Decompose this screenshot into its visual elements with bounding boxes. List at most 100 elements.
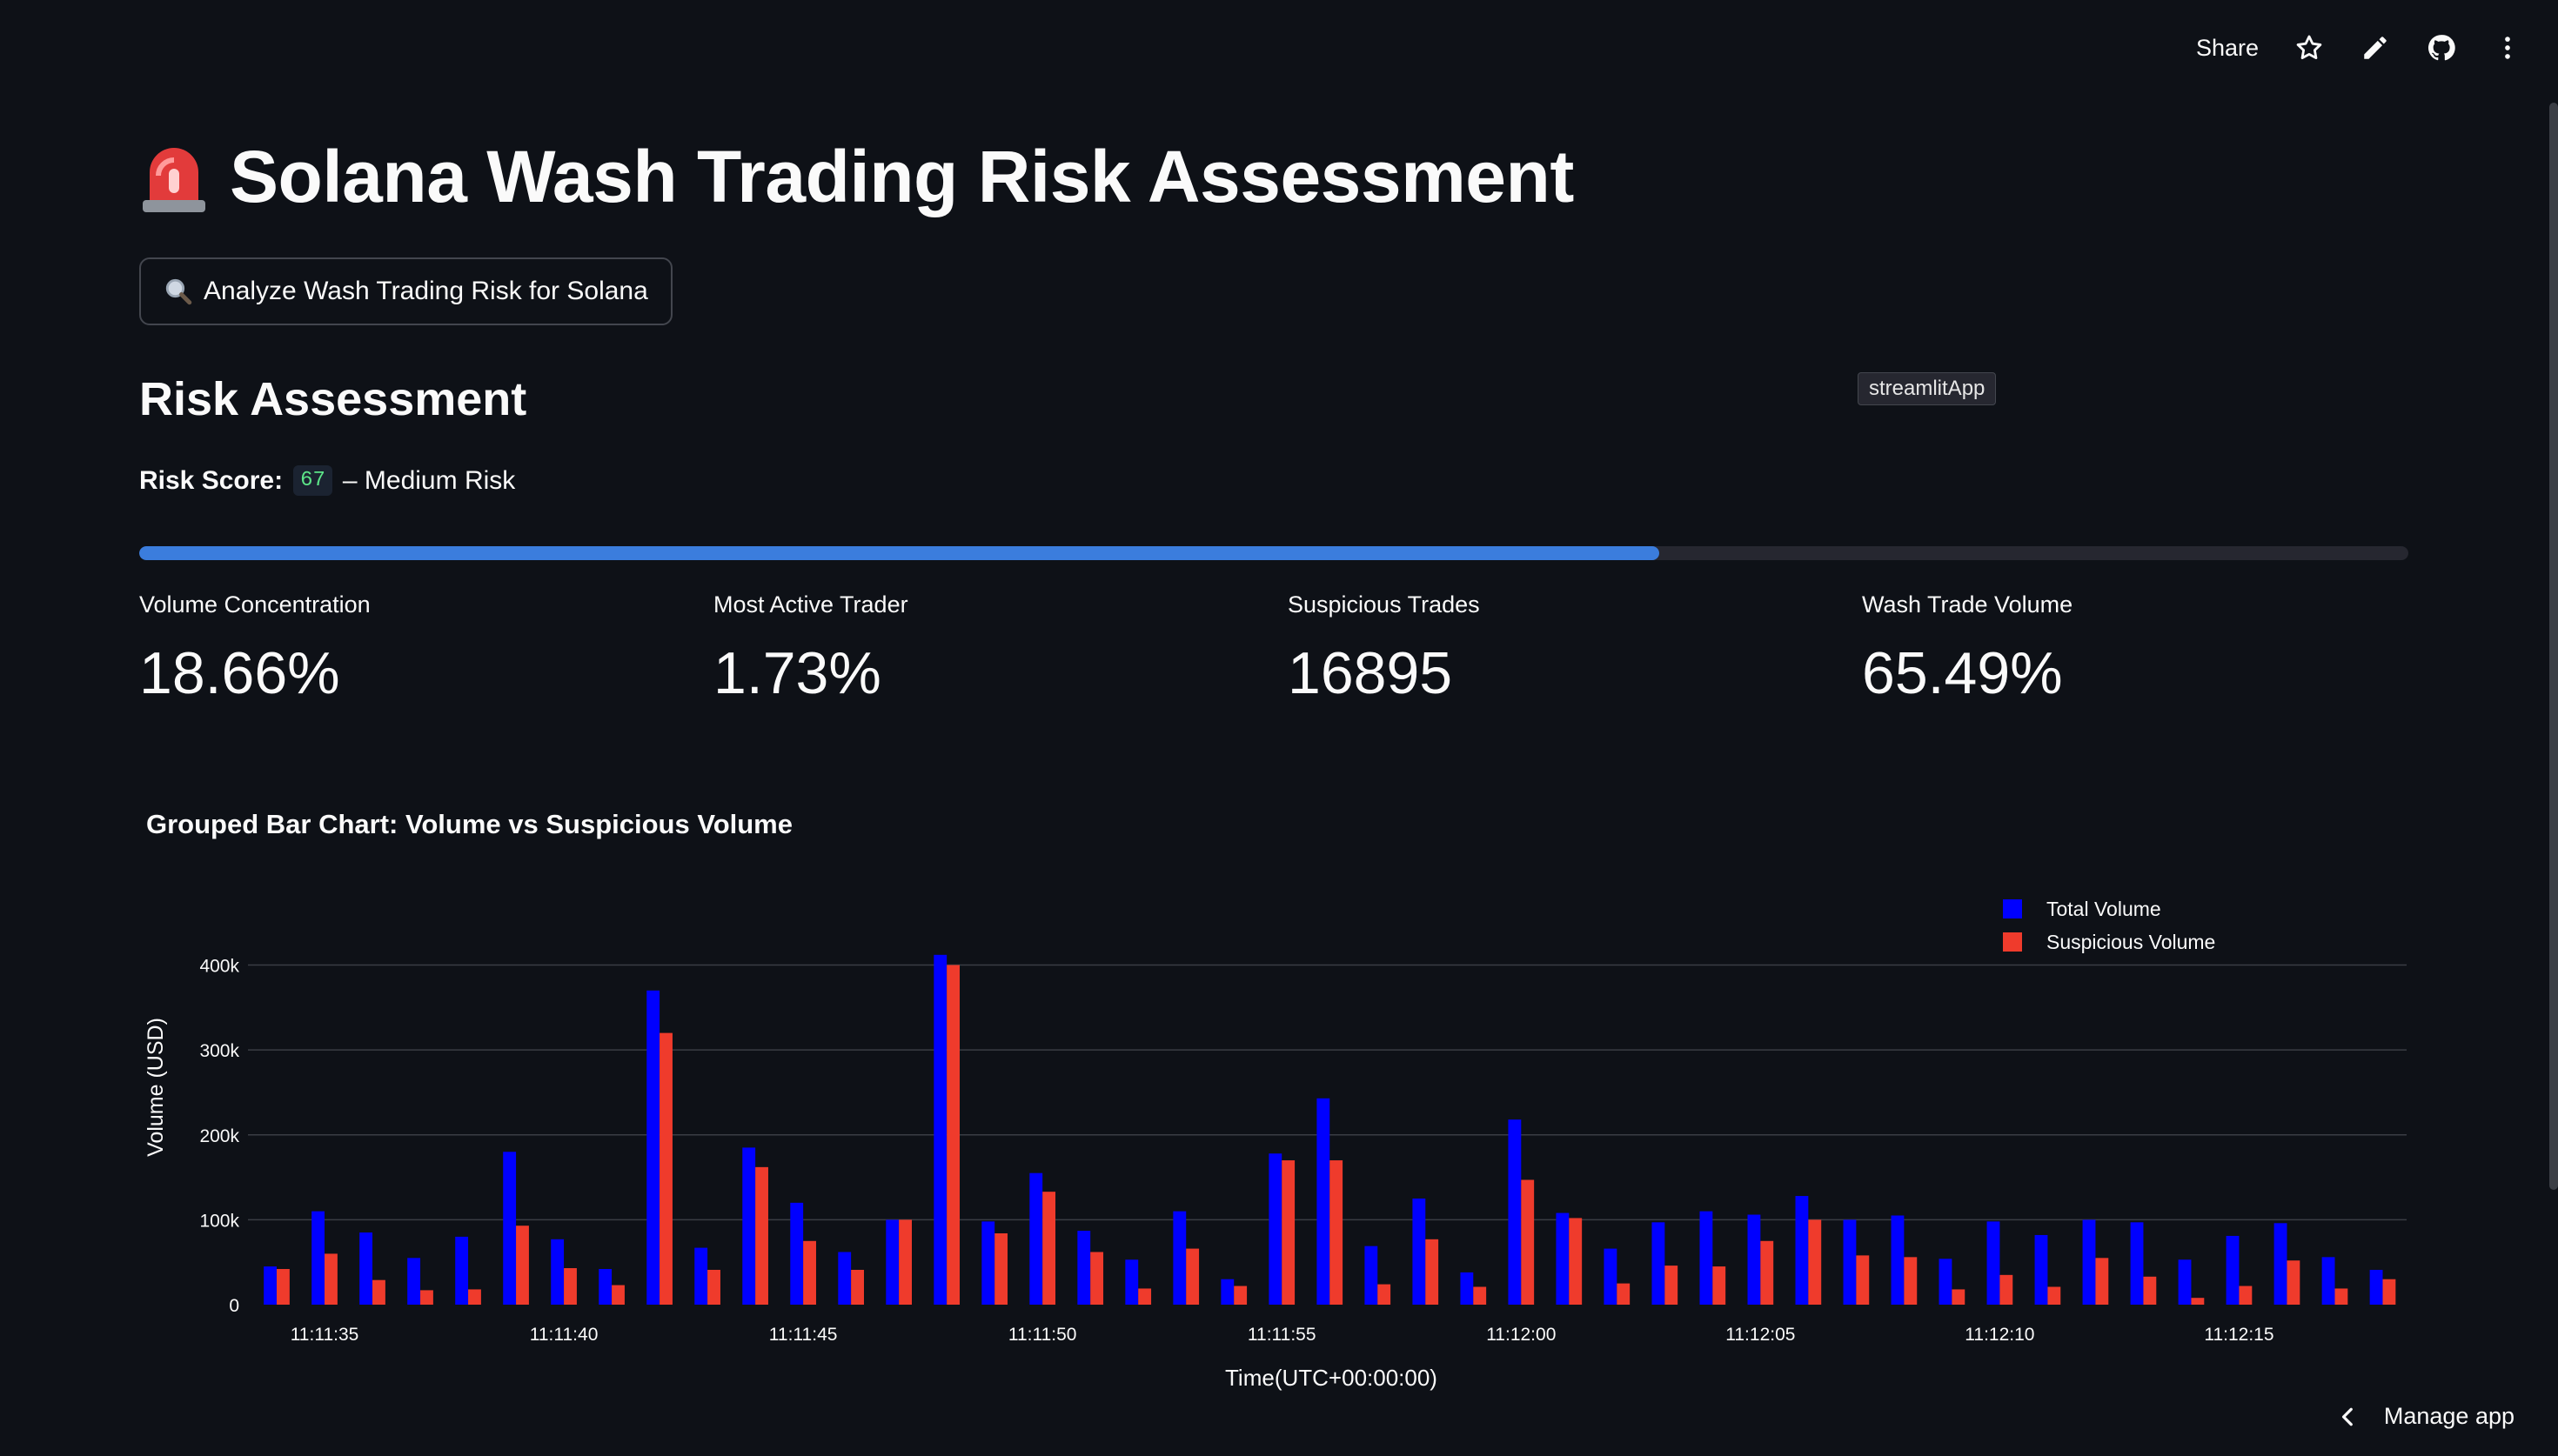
chevron-left-icon: [2341, 1407, 2353, 1426]
bar-total-volume: [264, 1266, 278, 1305]
risk-assessment-heading: Risk Assessment: [139, 373, 527, 425]
bar-suspicious-volume: [612, 1285, 625, 1305]
bar-suspicious-volume: [1760, 1240, 1774, 1305]
bar-suspicious-volume: [851, 1269, 864, 1305]
bar-total-volume: [1173, 1211, 1187, 1305]
metric-value: 18.66%: [139, 640, 340, 706]
bar-suspicious-volume: [1282, 1160, 1296, 1305]
bar-suspicious-volume: [1042, 1192, 1056, 1305]
metric-value: 16895: [1288, 640, 1453, 706]
bar-suspicious-volume: [2143, 1276, 2157, 1305]
bar-total-volume: [1604, 1248, 1617, 1305]
analyze-button-label: Analyze Wash Trading Risk for Solana: [204, 277, 648, 305]
edit-pencil-icon[interactable]: [2360, 32, 2391, 63]
bar-total-volume: [2178, 1259, 2192, 1305]
bar-total-volume: [1891, 1215, 1905, 1305]
legend-background: [1977, 885, 2213, 955]
x-tick-label: 11:12:15: [2204, 1325, 2273, 1345]
bar-total-volume: [1651, 1222, 1665, 1305]
magnifier-icon: [165, 278, 192, 305]
bar-suspicious-volume: [1999, 1274, 2013, 1305]
bar-suspicious-volume: [1377, 1284, 1391, 1305]
x-tick-label: 11:12:00: [1486, 1325, 1556, 1345]
y-tick-label: 0: [229, 1296, 239, 1316]
x-tick-label: 11:11:40: [530, 1325, 599, 1345]
bar-suspicious-volume: [1425, 1239, 1439, 1305]
bar-suspicious-volume: [1712, 1266, 1726, 1305]
bar-suspicious-volume: [516, 1226, 529, 1305]
metric-value: 65.49%: [1862, 640, 2063, 706]
page-scrollbar[interactable]: [2549, 103, 2558, 1190]
bar-suspicious-volume: [1138, 1288, 1152, 1305]
bar-total-volume: [790, 1202, 804, 1305]
page-title: Solana Wash Trading Risk Assessment: [139, 135, 1574, 219]
bar-suspicious-volume: [803, 1240, 816, 1305]
bar-total-volume: [1412, 1198, 1426, 1305]
risk-progress-fill: [139, 546, 1660, 560]
legend-swatch: [2003, 932, 2022, 952]
bar-suspicious-volume: [1856, 1255, 1870, 1305]
risk-score-label: Risk Score:: [139, 465, 284, 495]
metric-wash-trade-volume: Wash Trade Volume 65.49%: [1862, 591, 2436, 707]
bar-suspicious-volume: [1186, 1248, 1200, 1305]
metric-label: Wash Trade Volume: [1862, 591, 2073, 618]
manage-app-button[interactable]: Manage app: [2337, 1403, 2514, 1430]
bar-total-volume: [503, 1152, 517, 1305]
bar-total-volume: [2130, 1222, 2144, 1305]
github-icon[interactable]: [2426, 32, 2457, 63]
bar-total-volume: [407, 1258, 421, 1305]
bar-suspicious-volume: [1329, 1160, 1343, 1305]
bar-suspicious-volume: [1090, 1252, 1104, 1305]
bar-suspicious-volume: [899, 1219, 913, 1305]
share-button[interactable]: Share: [2195, 34, 2259, 61]
bar-total-volume: [1556, 1212, 1570, 1305]
bar-suspicious-volume: [1521, 1179, 1535, 1305]
bar-total-volume: [981, 1221, 995, 1305]
bar-total-volume: [2369, 1269, 2383, 1305]
bar-total-volume: [359, 1232, 373, 1305]
bar-suspicious-volume: [372, 1279, 385, 1305]
bar-suspicious-volume: [947, 965, 961, 1305]
bar-suspicious-volume: [277, 1269, 290, 1305]
bar-total-volume: [1508, 1119, 1522, 1305]
bar-total-volume: [311, 1211, 325, 1305]
metric-suspicious-trades: Suspicious Trades 16895: [1288, 591, 1862, 707]
risk-level-text: – Medium Risk: [342, 465, 516, 495]
app-tooltip: streamlitApp: [1858, 372, 1997, 405]
x-tick-label: 11:12:10: [1965, 1325, 2034, 1345]
bar-total-volume: [838, 1252, 852, 1305]
bar-suspicious-volume: [2047, 1286, 2061, 1305]
legend-swatch: [2003, 899, 2022, 918]
bar-suspicious-volume: [660, 1032, 673, 1305]
bar-total-volume: [2226, 1235, 2240, 1305]
more-vertical-icon[interactable]: [2492, 32, 2523, 63]
bar-total-volume: [1316, 1098, 1330, 1305]
star-icon[interactable]: [2293, 32, 2325, 63]
bar-total-volume: [1125, 1259, 1139, 1305]
metric-volume-concentration: Volume Concentration 18.66%: [139, 591, 713, 707]
bar-suspicious-volume: [1569, 1218, 1583, 1305]
bar-total-volume: [1939, 1259, 1952, 1305]
bar-suspicious-volume: [2095, 1258, 2109, 1305]
x-axis-label: Time(UTC+00:00:00): [1225, 1365, 1437, 1391]
chart-title: Grouped Bar Chart: Volume vs Suspicious …: [146, 809, 793, 839]
bar-total-volume: [1077, 1231, 1091, 1305]
bar-total-volume: [1986, 1221, 2000, 1305]
page-title-text: Solana Wash Trading Risk Assessment: [230, 136, 1574, 217]
bar-total-volume: [1029, 1172, 1043, 1305]
y-tick-label: 300k: [199, 1041, 239, 1061]
bar-suspicious-volume: [2287, 1260, 2300, 1305]
bar-suspicious-volume: [707, 1269, 720, 1305]
bar-total-volume: [1364, 1246, 1378, 1305]
bar-total-volume: [1269, 1153, 1282, 1305]
bar-suspicious-volume: [468, 1289, 481, 1305]
analyze-button[interactable]: Analyze Wash Trading Risk for Solana: [139, 257, 673, 325]
bar-suspicious-volume: [1473, 1286, 1487, 1305]
siren-icon: [143, 147, 205, 212]
legend-label: Total Volume: [2046, 898, 2161, 920]
bar-suspicious-volume: [2334, 1288, 2348, 1305]
bar-total-volume: [694, 1247, 708, 1305]
bar-total-volume: [1795, 1196, 1809, 1305]
bar-suspicious-volume: [1904, 1257, 1918, 1305]
metric-most-active-trader: Most Active Trader 1.73%: [713, 591, 1288, 707]
